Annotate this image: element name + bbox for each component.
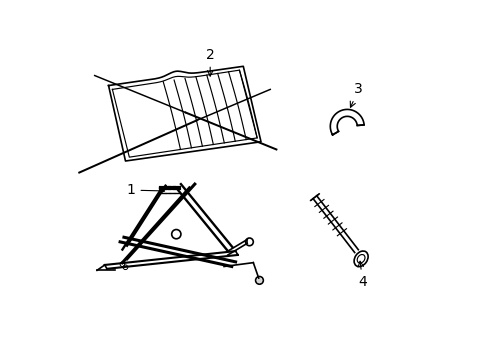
- Text: 1: 1: [126, 183, 164, 197]
- Polygon shape: [329, 109, 364, 135]
- Text: 2: 2: [205, 48, 214, 76]
- Circle shape: [257, 278, 261, 283]
- Text: 3: 3: [349, 82, 363, 107]
- Text: 4: 4: [357, 261, 366, 289]
